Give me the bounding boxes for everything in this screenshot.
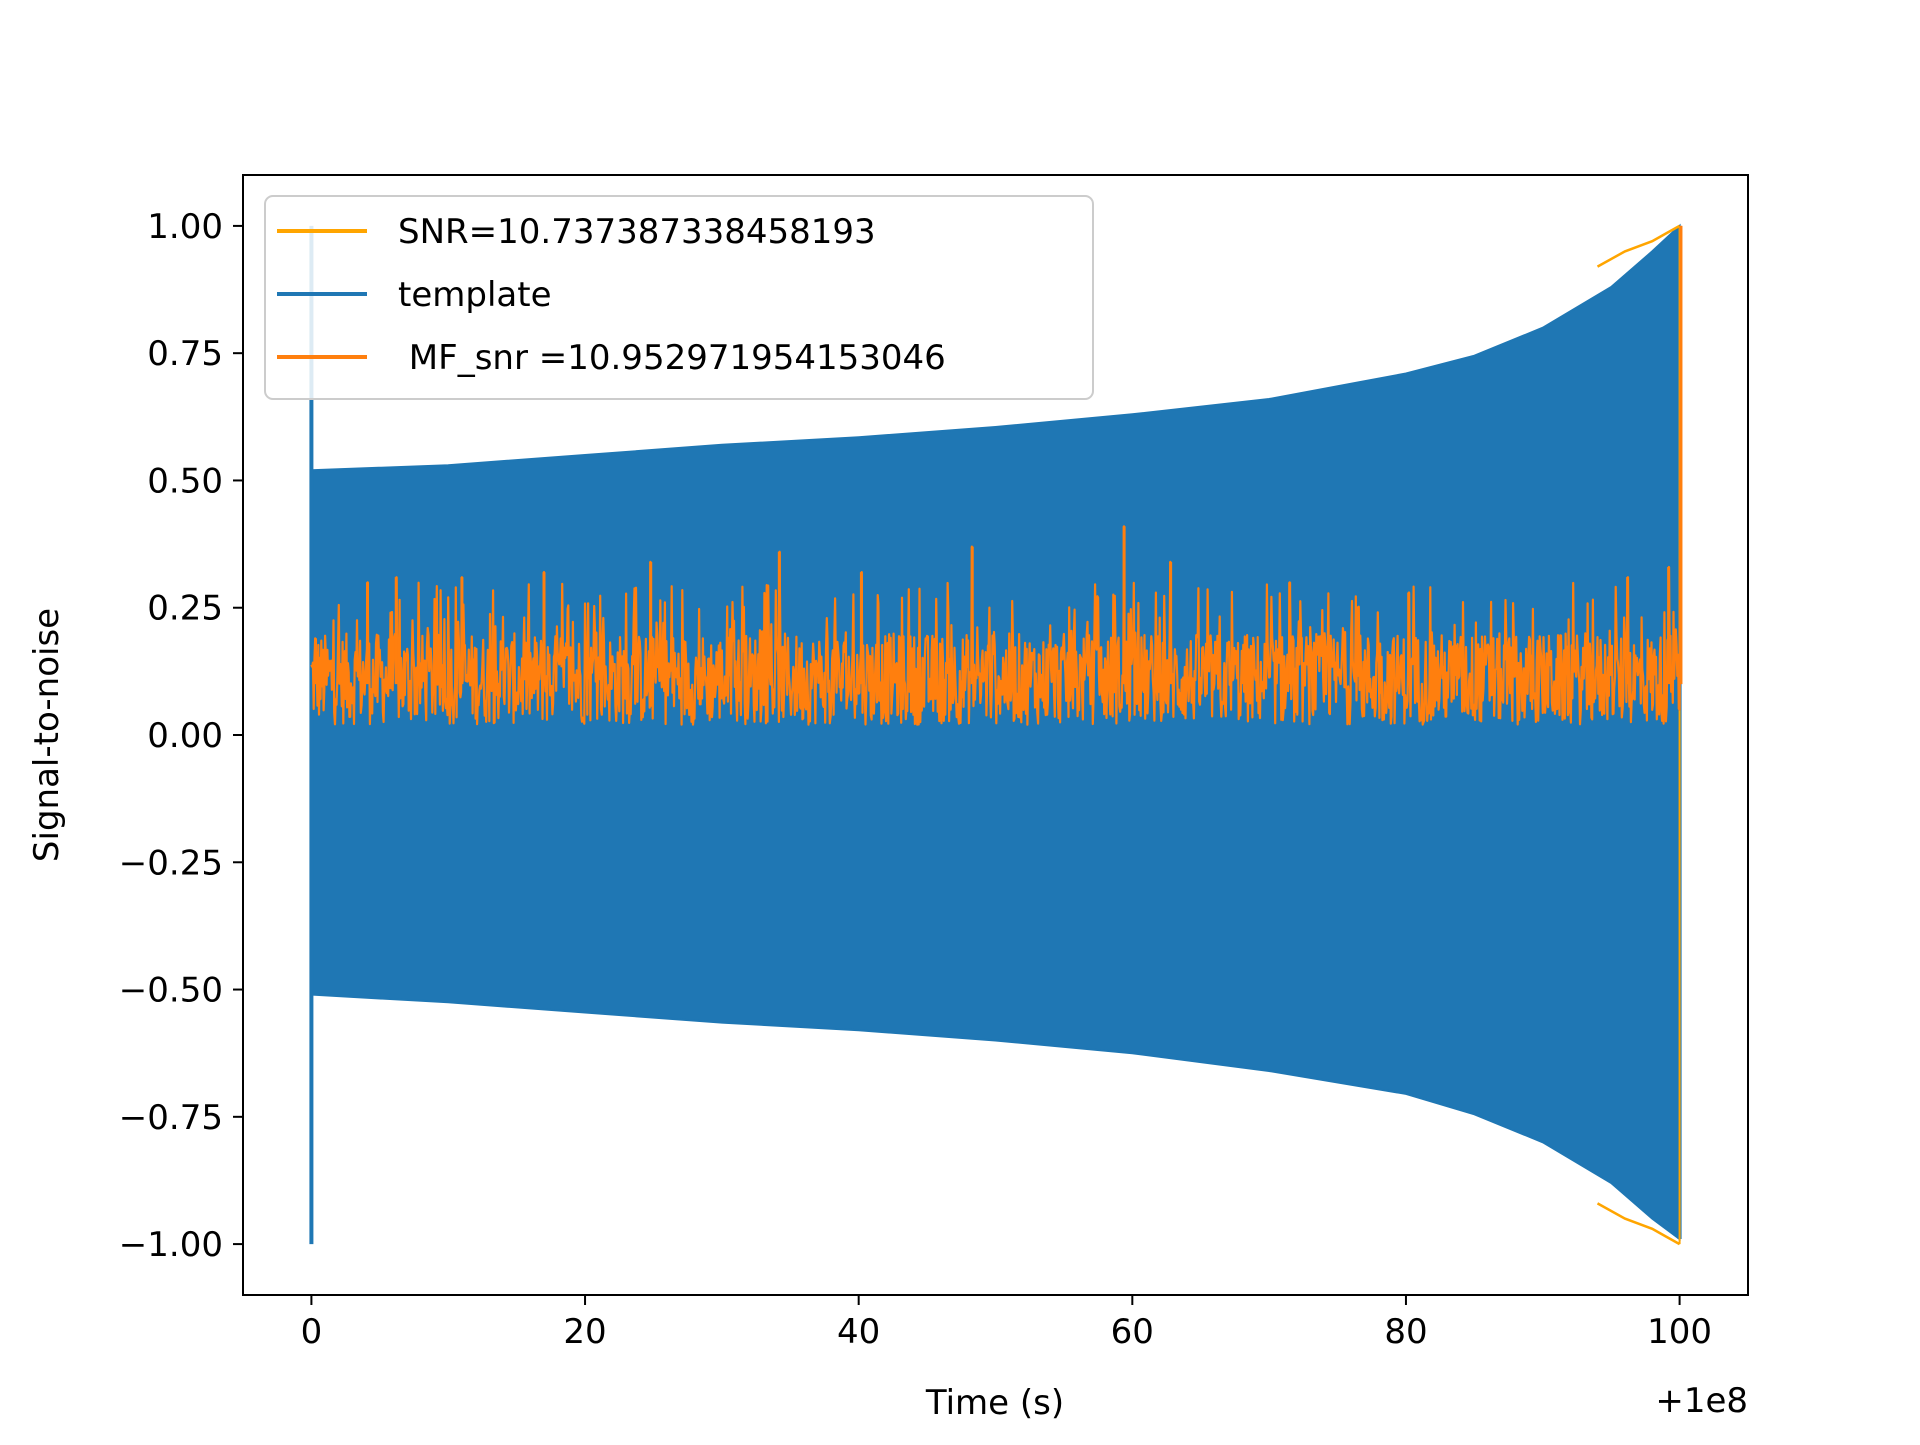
x-tick-label: 60: [1111, 1312, 1154, 1352]
y-tick-label: −0.50: [119, 971, 223, 1011]
legend-label-snr: SNR=10.737387338458193: [398, 212, 876, 252]
x-offset-label: +1e8: [1655, 1381, 1748, 1421]
legend-box: [264, 195, 1094, 400]
x-tick-label: 20: [563, 1312, 606, 1352]
snr-envelope-upper: [1596, 224, 1681, 268]
legend-label-template: template: [398, 275, 551, 315]
x-axis-label: Time (s): [925, 1383, 1064, 1423]
y-tick-label: −1.00: [119, 1225, 223, 1265]
y-axis-label: Signal-to-noise: [27, 608, 67, 862]
y-tick-label: 1.00: [147, 207, 223, 247]
mf-snr-trace: [310, 225, 1683, 726]
legend: SNR=10.737387338458193 template MF_snr =…: [264, 195, 1094, 400]
y-tick-label: 0.25: [147, 589, 223, 629]
x-tick-label: 100: [1647, 1312, 1712, 1352]
legend-label-mf-snr: MF_snr =10.952971954153046: [398, 338, 946, 378]
plot-area: [309, 223, 1683, 1246]
y-tick-label: 0.75: [147, 334, 223, 374]
y-tick-label: 0.00: [147, 716, 223, 756]
y-tick-label: 0.50: [147, 461, 223, 501]
y-tick-label: −0.75: [119, 1098, 223, 1138]
snr-envelope-lower: [1596, 1202, 1681, 1246]
axis-ticks: 0 20 40 60 80 100 1.00 0.75 0.50 0.25 0.00 −0.25 −0.…: [119, 207, 1712, 1352]
x-tick-label: 40: [837, 1312, 880, 1352]
x-tick-label: 80: [1384, 1312, 1427, 1352]
y-tick-label: −0.25: [119, 843, 223, 883]
x-tick-label: 0: [301, 1312, 323, 1352]
